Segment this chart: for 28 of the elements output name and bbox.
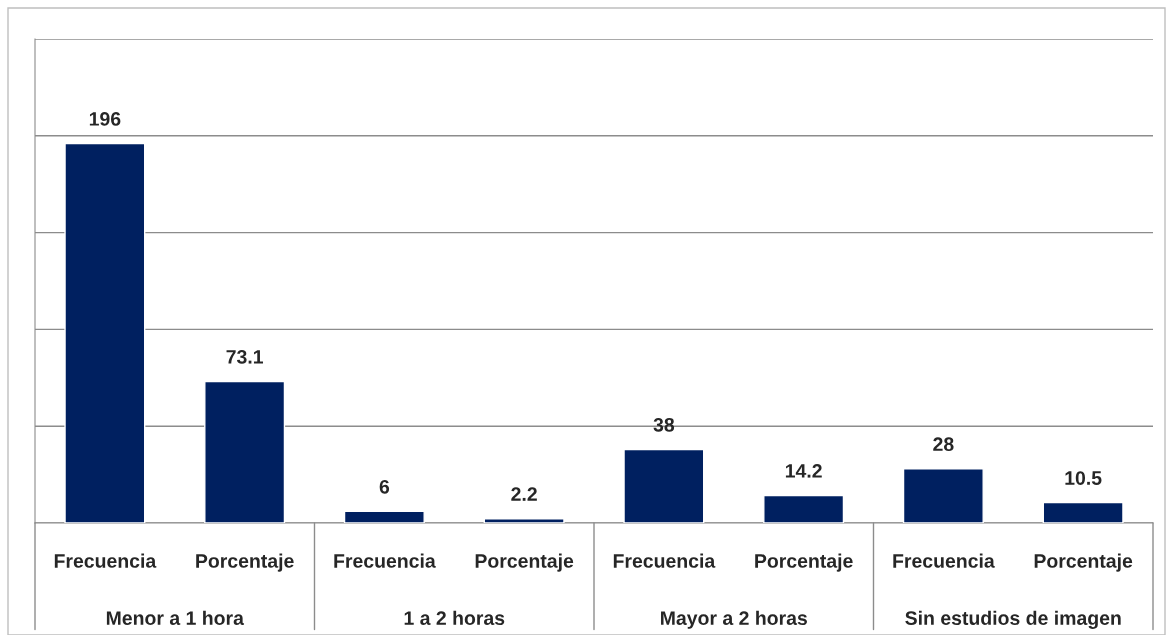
bar <box>763 494 845 523</box>
bar <box>902 468 984 523</box>
bar <box>483 518 565 523</box>
x-tick-label: Frecuencia <box>893 553 995 568</box>
data-label: 38 <box>653 417 675 432</box>
x-tick-label: Porcentaje <box>196 553 294 572</box>
x-tick-label: Porcentaje <box>475 553 574 572</box>
text: 1 a 2 horas <box>404 610 505 626</box>
bar <box>623 448 705 523</box>
data-label: 196 <box>89 112 121 126</box>
text: Mayor a 2 horas <box>661 610 807 629</box>
bar <box>64 142 146 523</box>
x-tick-label: Frecuencia <box>334 553 436 568</box>
data-label: 10.5 <box>1065 471 1102 485</box>
bar <box>204 380 286 523</box>
text: Sin estudios de imagen <box>905 610 1121 629</box>
data-label: 73.1 <box>226 349 264 364</box>
text: Menor a 1 hora <box>106 610 245 626</box>
x-tick-label: Frecuencia <box>54 553 157 568</box>
data-label: 2.2 <box>511 487 537 501</box>
x-tick-label: Porcentaje <box>755 553 853 572</box>
x-tick-label: Porcentaje <box>1034 553 1133 572</box>
bar <box>1042 501 1124 523</box>
data-label: 6 <box>379 479 390 494</box>
data-label: 28 <box>933 437 954 452</box>
x-tick-label: Frecuencia <box>613 553 716 568</box>
bar <box>343 510 425 523</box>
data-label: 14.2 <box>785 464 822 478</box>
